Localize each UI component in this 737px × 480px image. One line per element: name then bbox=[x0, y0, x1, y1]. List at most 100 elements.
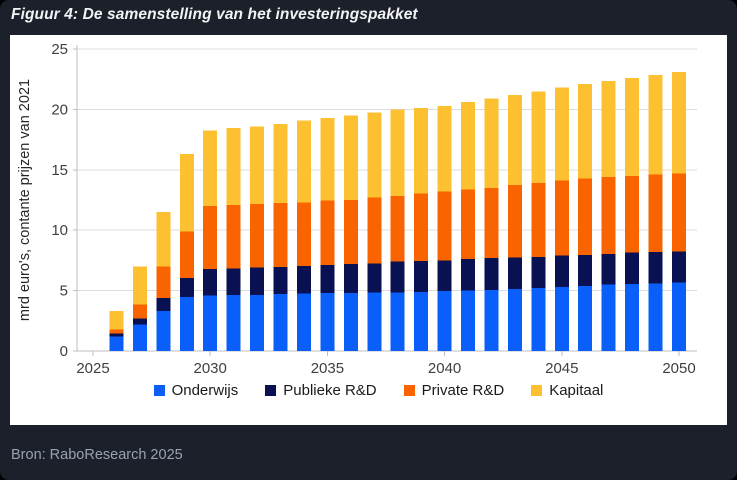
bar-segment bbox=[250, 126, 265, 205]
bar-segment bbox=[179, 297, 194, 351]
bar-segment bbox=[672, 282, 686, 351]
bar-segment bbox=[226, 204, 241, 269]
legend-label: Publieke R&D bbox=[283, 382, 377, 399]
legend-swatch-icon bbox=[153, 385, 165, 396]
bar-segment bbox=[343, 200, 358, 265]
bar-segment bbox=[320, 293, 335, 351]
bar-segment bbox=[320, 200, 335, 266]
bar-segment bbox=[179, 277, 194, 298]
bar-segment bbox=[554, 180, 569, 256]
bar-segment bbox=[296, 202, 311, 266]
bar-segment bbox=[484, 187, 499, 258]
bar-segment bbox=[390, 109, 405, 196]
x-tick-label: 2030 bbox=[194, 360, 227, 377]
legend-label: Private R&D bbox=[421, 382, 505, 399]
bar-segment bbox=[507, 288, 522, 351]
bar-segment bbox=[578, 178, 593, 255]
bar-segment bbox=[109, 329, 124, 334]
x-tick-label: 2025 bbox=[76, 360, 109, 377]
y-tick-label: 0 bbox=[60, 343, 68, 360]
legend-swatch-icon bbox=[403, 385, 415, 396]
bar-segment bbox=[367, 263, 382, 293]
bar-segment bbox=[672, 251, 686, 283]
bar-segment bbox=[296, 120, 311, 203]
bar-segment bbox=[156, 311, 171, 351]
bar-segment bbox=[132, 266, 147, 305]
bar-segment bbox=[648, 251, 663, 284]
bar-segment bbox=[625, 77, 640, 176]
bar-segment bbox=[296, 293, 311, 351]
bar-segment bbox=[461, 189, 476, 260]
bar-segment bbox=[203, 206, 218, 269]
bar-segment bbox=[203, 268, 218, 296]
y-tick-label: 25 bbox=[51, 41, 68, 58]
y-tick-label: 15 bbox=[51, 162, 68, 179]
bar-segment bbox=[414, 291, 429, 351]
bar-segment bbox=[578, 254, 593, 286]
bar-segment bbox=[250, 204, 265, 268]
bar-segment bbox=[554, 286, 569, 351]
bar-segment bbox=[367, 112, 382, 198]
bar-segment bbox=[132, 318, 147, 325]
bar-segment bbox=[437, 191, 452, 261]
legend-swatch-icon bbox=[531, 385, 543, 396]
bar-segment bbox=[226, 294, 241, 351]
x-tick-label: 2035 bbox=[311, 360, 344, 377]
bar-segment bbox=[648, 174, 663, 252]
bar-segment bbox=[554, 87, 569, 181]
x-tick-label: 2040 bbox=[428, 360, 461, 377]
legend-item: Kapitaal bbox=[531, 382, 603, 399]
bar-segment bbox=[625, 175, 640, 253]
y-tick-label: 10 bbox=[51, 222, 68, 239]
bar-segment bbox=[531, 256, 546, 289]
bar-segment bbox=[320, 265, 335, 294]
bar-segment bbox=[367, 292, 382, 351]
bar-segment bbox=[414, 261, 429, 292]
bar-segment bbox=[507, 94, 522, 185]
y-tick-label: 5 bbox=[60, 283, 68, 300]
bar-segment bbox=[484, 257, 499, 290]
bar-segment bbox=[179, 231, 194, 278]
chart-legend: Onderwijs Publieke R&D Private R&D Kapitaal bbox=[20, 382, 737, 399]
bar-segment bbox=[226, 128, 241, 205]
bar-segment bbox=[437, 260, 452, 292]
legend-item: Private R&D bbox=[403, 382, 505, 399]
bar-segment bbox=[672, 173, 686, 252]
bar-segment bbox=[578, 285, 593, 351]
bar-segment bbox=[531, 183, 546, 257]
bar-segment bbox=[132, 304, 147, 319]
bar-segment bbox=[648, 74, 663, 175]
bar-segment bbox=[250, 294, 265, 351]
bar-segment bbox=[179, 154, 194, 232]
bar-segment bbox=[343, 115, 358, 200]
bar-segment bbox=[226, 268, 241, 295]
bar-segment bbox=[343, 264, 358, 294]
bar-segment bbox=[461, 102, 476, 190]
figure-title: Figuur 4: De samenstelling van het inves… bbox=[11, 6, 418, 23]
bar-segment bbox=[507, 257, 522, 289]
bar-segment bbox=[531, 288, 546, 351]
bar-segment bbox=[437, 291, 452, 351]
legend-item: Onderwijs bbox=[153, 382, 238, 399]
bar-segment bbox=[156, 212, 171, 267]
legend-swatch-icon bbox=[265, 385, 277, 396]
bar-segment bbox=[461, 290, 476, 351]
bar-segment bbox=[132, 324, 147, 351]
bar-segment bbox=[390, 195, 405, 262]
bar-segment bbox=[672, 71, 686, 174]
bar-segment bbox=[601, 177, 616, 254]
bar-segment bbox=[437, 105, 452, 192]
bar-segment bbox=[320, 117, 335, 201]
chart-panel: 0 5 10 15 20 25 2025 2030 2035 2040 2045 2050 mrd e… bbox=[10, 35, 727, 425]
bar-segment bbox=[273, 294, 288, 351]
bar-segment bbox=[507, 184, 522, 258]
bar-segment bbox=[273, 123, 288, 204]
bar-segment bbox=[390, 261, 405, 293]
bar-segment bbox=[156, 266, 171, 298]
bar-segment bbox=[461, 259, 476, 291]
bar-segment bbox=[296, 265, 311, 294]
bar-segment bbox=[601, 253, 616, 285]
legend-label: Kapitaal bbox=[549, 382, 604, 399]
